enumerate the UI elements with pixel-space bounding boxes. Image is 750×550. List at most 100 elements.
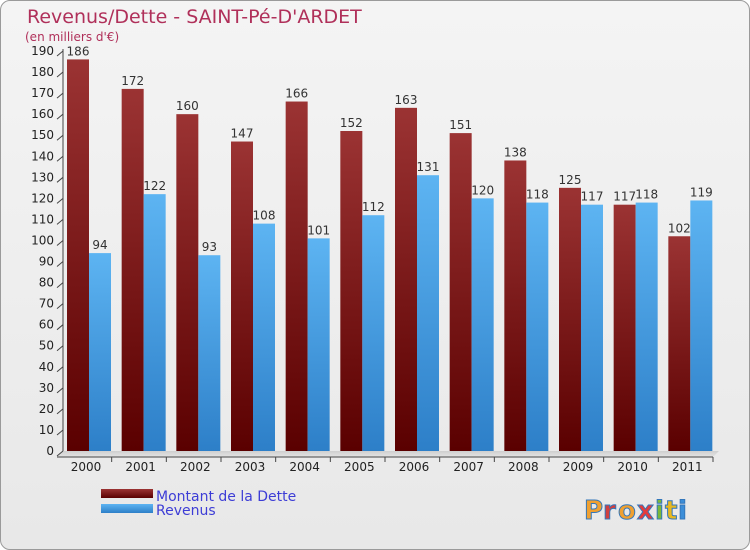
data-label: 118: [526, 188, 549, 202]
data-label: 94: [92, 238, 107, 252]
data-label: 117: [581, 190, 604, 204]
x-tick-label: 2003: [235, 460, 266, 474]
bar-dette: [395, 107, 417, 451]
x-tick-label: 2005: [344, 460, 375, 474]
x-tick-label: 2009: [563, 460, 594, 474]
data-label: 163: [395, 93, 418, 107]
y-tick-label: 20: [39, 402, 54, 416]
logo-letter: t: [665, 496, 677, 526]
y-tick-mark: [56, 134, 64, 141]
data-label: 120: [471, 183, 494, 197]
data-label: 151: [449, 118, 472, 132]
legend-swatch-revenus: [101, 504, 153, 513]
x-tick-label: 2004: [289, 460, 320, 474]
x-tick-label: 2002: [180, 460, 211, 474]
bar-dette: [504, 160, 527, 451]
x-tick-label: 2010: [617, 460, 648, 474]
legend: Montant de la Dette Revenus: [101, 489, 296, 519]
data-label: 138: [504, 145, 527, 159]
y-tick-mark: [56, 113, 64, 120]
bars: [67, 59, 713, 452]
y-tick-label: 40: [39, 360, 54, 374]
y-tick-label: 160: [31, 107, 54, 121]
legend-swatch-debt: [101, 489, 153, 498]
x-tick-label: 2008: [508, 460, 539, 474]
data-label: 102: [668, 221, 691, 235]
bar-revenus: [635, 202, 658, 451]
logo-letter: o: [618, 496, 636, 526]
data-label: 160: [176, 99, 199, 113]
chart-subtitle: (en milliers d'€): [25, 30, 119, 44]
data-label: 122: [143, 179, 166, 193]
bar-revenus: [253, 223, 275, 451]
data-label: 117: [613, 190, 636, 204]
data-label: 93: [202, 240, 217, 254]
y-tick-label: 50: [39, 339, 54, 353]
y-tick-mark: [56, 387, 64, 394]
bar-dette: [67, 59, 89, 451]
y-tick-mark: [56, 345, 64, 352]
y-tick-mark: [56, 92, 64, 99]
y-tick-mark: [56, 50, 64, 57]
y-tick-mark: [56, 240, 64, 246]
bar-revenus: [417, 175, 439, 452]
data-label: 186: [67, 44, 90, 58]
y-tick-label: 10: [39, 423, 54, 437]
y-tick-label: 120: [31, 191, 54, 205]
data-label: 172: [121, 74, 144, 88]
bar-dette: [613, 204, 636, 451]
y-tick-mark: [56, 450, 64, 457]
y-tick-mark: [56, 197, 64, 204]
bar-revenus: [526, 202, 549, 451]
y-tick-label: 30: [39, 381, 54, 395]
y-tick-label: 70: [39, 297, 54, 311]
y-tick-mark: [56, 155, 64, 162]
chart-floor: [57, 451, 719, 457]
bar-revenus: [362, 215, 385, 451]
y-tick-mark: [56, 366, 64, 373]
logo-letter: x: [637, 496, 654, 526]
y-tick-mark: [56, 408, 64, 415]
data-label: 131: [417, 160, 440, 174]
bar-dette: [559, 187, 581, 451]
chart-title: Revenus/Dette - SAINT-Pé-D'ARDET: [27, 6, 362, 28]
y-tick-mark: [56, 429, 64, 436]
y-tick-label: 140: [31, 149, 54, 163]
y-tick-mark: [56, 282, 64, 288]
bar-revenus: [471, 198, 494, 451]
x-tick-label: 2000: [71, 460, 102, 474]
legend-label-revenus: Revenus: [156, 503, 216, 519]
bar-revenus: [690, 200, 713, 451]
bar-dette: [340, 131, 363, 451]
y-tick-label: 90: [39, 255, 54, 269]
y-tick-label: 180: [31, 65, 54, 79]
bar-revenus: [143, 194, 166, 451]
data-label: 118: [635, 188, 658, 202]
y-tick-mark: [56, 71, 64, 78]
data-label: 101: [307, 223, 330, 237]
y-tick-mark: [56, 219, 64, 225]
value-labels: 186 94 172 122 160 93 147 108 166 101 152 112 163 131…: [67, 44, 713, 254]
x-tick-label: 2007: [453, 460, 484, 474]
y-tick-label: 170: [31, 86, 54, 100]
bar-revenus: [581, 204, 603, 451]
data-label: 108: [253, 209, 276, 223]
proxiti-logo: P r o x i t i: [584, 496, 688, 527]
x-tick-label: 2011: [672, 460, 703, 474]
bar-dette: [121, 88, 144, 451]
data-label: 125: [559, 173, 582, 187]
data-label: 119: [690, 185, 713, 199]
bar-dette: [668, 236, 691, 451]
bar-dette: [176, 114, 199, 451]
y-tick-mark: [56, 324, 64, 331]
bar-dette: [285, 101, 308, 452]
y-tick-mark: [56, 261, 64, 267]
axes: 0 10 20 30 40 50 60 70 80 90 100 110 120 130 140 150 160…: [31, 44, 719, 474]
bar-revenus: [307, 238, 330, 451]
y-tick-mark: [56, 303, 64, 310]
bar-dette: [449, 133, 472, 451]
logo-letter: i: [655, 496, 664, 526]
y-tick-label: 100: [31, 233, 54, 247]
